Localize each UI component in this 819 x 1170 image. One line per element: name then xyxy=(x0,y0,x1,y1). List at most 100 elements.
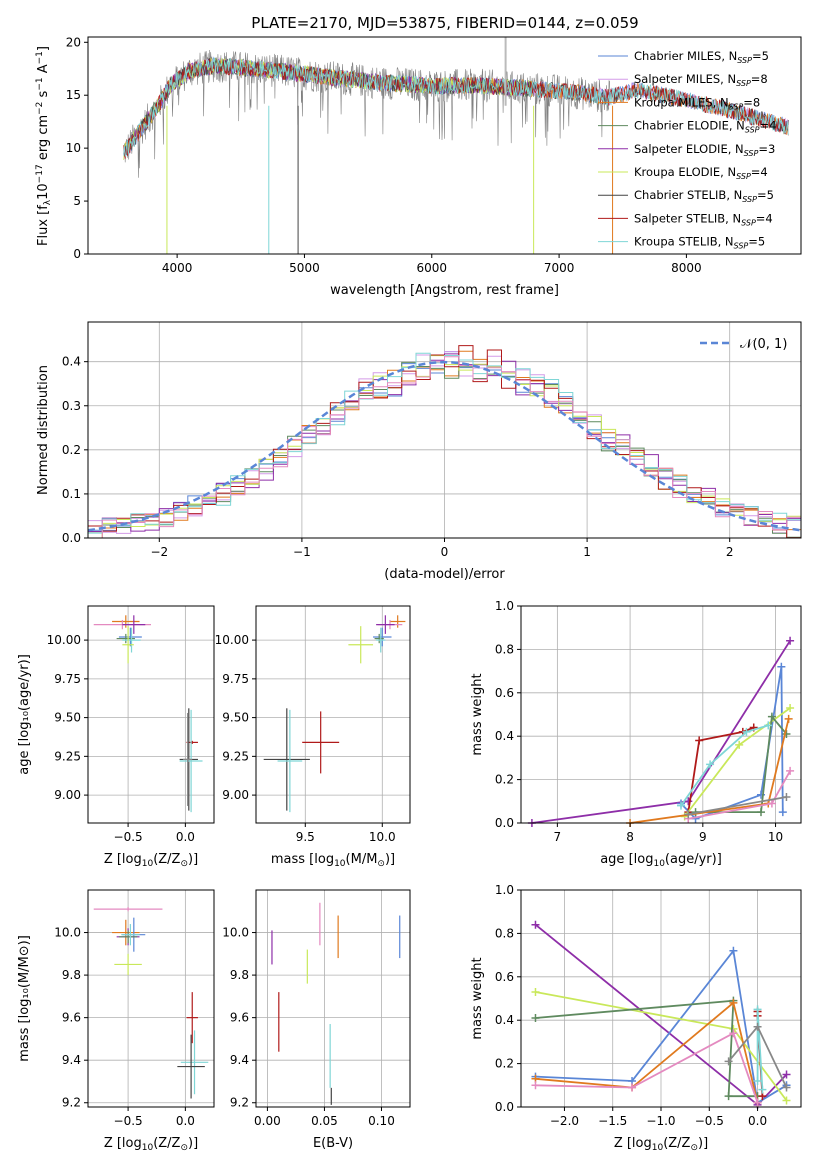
weight-series-gray xyxy=(688,796,787,816)
residual-histogram-chabrier-elodie xyxy=(88,361,801,538)
y-tick-label: 0.3 xyxy=(62,399,81,413)
y-tick-label: 9.8 xyxy=(230,968,249,982)
y-axis-label-part: s xyxy=(36,90,51,101)
y-tick-label: 1.0 xyxy=(495,883,514,897)
spectrum-legend: Chabrier MILES, NSSP=5 Salpeter MILES, N S… xyxy=(598,49,776,251)
weight-marker xyxy=(684,797,693,806)
x-tick-label: −0.5 xyxy=(695,1114,724,1128)
legend-label: Kroupa MILES, NSSP=8 xyxy=(634,95,760,111)
x-tick-label: 9 xyxy=(699,830,707,844)
weight-marker xyxy=(753,1098,762,1107)
x-tick-label: 7 xyxy=(554,830,562,844)
legend-label-part: Chabrier ELODIE, N xyxy=(634,119,745,133)
weight-marker xyxy=(753,1076,762,1085)
x-tick-label: 0.0 xyxy=(748,1114,767,1128)
y-tick-label: 9.00 xyxy=(54,788,81,802)
weight-series-chabrier-elodie xyxy=(535,999,758,1098)
weight-marker xyxy=(767,712,776,721)
x-tick-label: 1 xyxy=(583,545,591,559)
y-tick-label: 9.4 xyxy=(62,1053,81,1067)
x-axis-label-part: age [log xyxy=(600,852,653,867)
legend-label-part: Kroupa MILES, N xyxy=(634,95,729,109)
weight-marker xyxy=(753,1022,762,1031)
legend-label-part: =3 xyxy=(758,142,775,156)
x-axis-label-part: (age/yr)] xyxy=(665,852,722,867)
x-tick-label: 5000 xyxy=(289,261,320,275)
weight-marker xyxy=(531,1014,540,1023)
weight-marker xyxy=(778,808,787,817)
axes-frame xyxy=(87,605,215,824)
y-tick-label: 0.1 xyxy=(62,487,81,501)
y-tick-label: 10.00 xyxy=(215,633,249,647)
legend-label-part: =4 xyxy=(760,119,777,133)
x-tick-label: 7000 xyxy=(544,261,575,275)
y-tick-label: 0.6 xyxy=(495,686,514,700)
x-axis-label-part: )] xyxy=(698,1136,708,1151)
y-tick-label: 1.0 xyxy=(495,599,514,613)
x-tick-label: 10 xyxy=(768,830,783,844)
y-tick-label: 9.75 xyxy=(54,672,81,686)
y-tick-label: 0 xyxy=(73,247,81,261)
legend-label-part: =8 xyxy=(751,72,768,86)
weight-marker xyxy=(684,810,693,819)
weight-marker xyxy=(786,766,795,775)
x-tick-label: 9.5 xyxy=(296,830,315,844)
y-axis-label: mass [log₁₀(M/M⊙)] xyxy=(17,935,32,1062)
x-axis-label-part: (Z/Z xyxy=(153,852,180,867)
y-tick-label: 15 xyxy=(66,88,81,102)
y-axis-label-part: −1 xyxy=(35,77,45,90)
y-axis-label-part: erg cm xyxy=(36,115,51,164)
x-axis-label: wavelength [Angstrom, rest frame] xyxy=(330,283,559,298)
weight-series-pink xyxy=(535,1031,759,1103)
y-tick-label: 0.0 xyxy=(495,816,514,830)
y-tick-label: 9.6 xyxy=(62,1011,81,1025)
y-tick-label: 0.2 xyxy=(495,1057,514,1071)
x-axis-label-part: 10 xyxy=(142,1143,154,1153)
x-tick-label: 0.0 xyxy=(176,1114,195,1128)
weight-marker xyxy=(724,1092,733,1101)
y-axis-label-part: A xyxy=(36,64,51,77)
legend-label-part: =5 xyxy=(757,188,774,202)
y-tick-label: 9.2 xyxy=(62,1096,81,1110)
y-tick-label: 0.0 xyxy=(495,1100,514,1114)
legend-label-part: SSP xyxy=(742,195,757,204)
legend-label: Chabrier ELODIE, NSSP=4 xyxy=(634,119,776,135)
legend-label-part: Kroupa STELIB, N xyxy=(634,235,734,249)
weight-series-salpeter-elodie xyxy=(531,640,791,824)
weight-marker xyxy=(782,792,791,801)
y-tick-label: 20 xyxy=(66,35,81,49)
x-axis-label-part: ⊙ xyxy=(180,859,188,869)
weight-series-salpeter-stelib xyxy=(687,726,755,813)
y-tick-label: 9.75 xyxy=(222,672,249,686)
legend-label: Chabrier MILES, NSSP=5 xyxy=(634,49,769,65)
y-tick-label: 10.0 xyxy=(54,926,81,940)
x-tick-label: −0.5 xyxy=(114,1114,143,1128)
y-tick-label: 0.4 xyxy=(495,729,514,743)
legend-label-part: Salpeter MILES, N xyxy=(634,72,736,86)
y-tick-label: 9.50 xyxy=(222,711,249,725)
x-tick-label: 0 xyxy=(441,545,449,559)
x-axis-label-part: )] xyxy=(188,852,198,867)
weight-marker xyxy=(782,1096,791,1105)
axes-frame xyxy=(255,605,411,824)
x-axis-label: mass [log10(M/M⊙)] xyxy=(271,852,395,869)
legend-label-part: SSP xyxy=(734,242,749,251)
y-tick-label: 0.2 xyxy=(62,443,81,457)
y-axis-label-part: 10 xyxy=(36,183,51,200)
weight-marker xyxy=(695,736,704,745)
y-tick-label: 5 xyxy=(73,194,81,208)
weight-vs-metallicity-panel: −2.0 −1.5 −1.0 −0.5 0.0 0.0 0.2 0.4 0.6 0.8 1.0 Z [… xyxy=(470,883,802,1153)
x-axis-label-part: ⊙ xyxy=(377,859,385,869)
y-tick-label: 9.25 xyxy=(54,749,81,763)
x-axis-label: Z [log10(Z/Z⊙)] xyxy=(104,1136,198,1153)
y-tick-label: 9.6 xyxy=(230,1011,249,1025)
axes-frame xyxy=(520,605,802,824)
x-axis-label-part: 10 xyxy=(652,1143,664,1153)
legend-label-part: Salpeter ELODIE, N xyxy=(634,142,744,156)
x-tick-label: 0.10 xyxy=(368,1114,395,1128)
x-axis-label-part: Z [log xyxy=(104,1136,142,1151)
y-tick-label: 10.0 xyxy=(222,926,249,940)
legend-label-part: SSP xyxy=(736,172,751,181)
y-tick-label: 9.25 xyxy=(222,749,249,763)
